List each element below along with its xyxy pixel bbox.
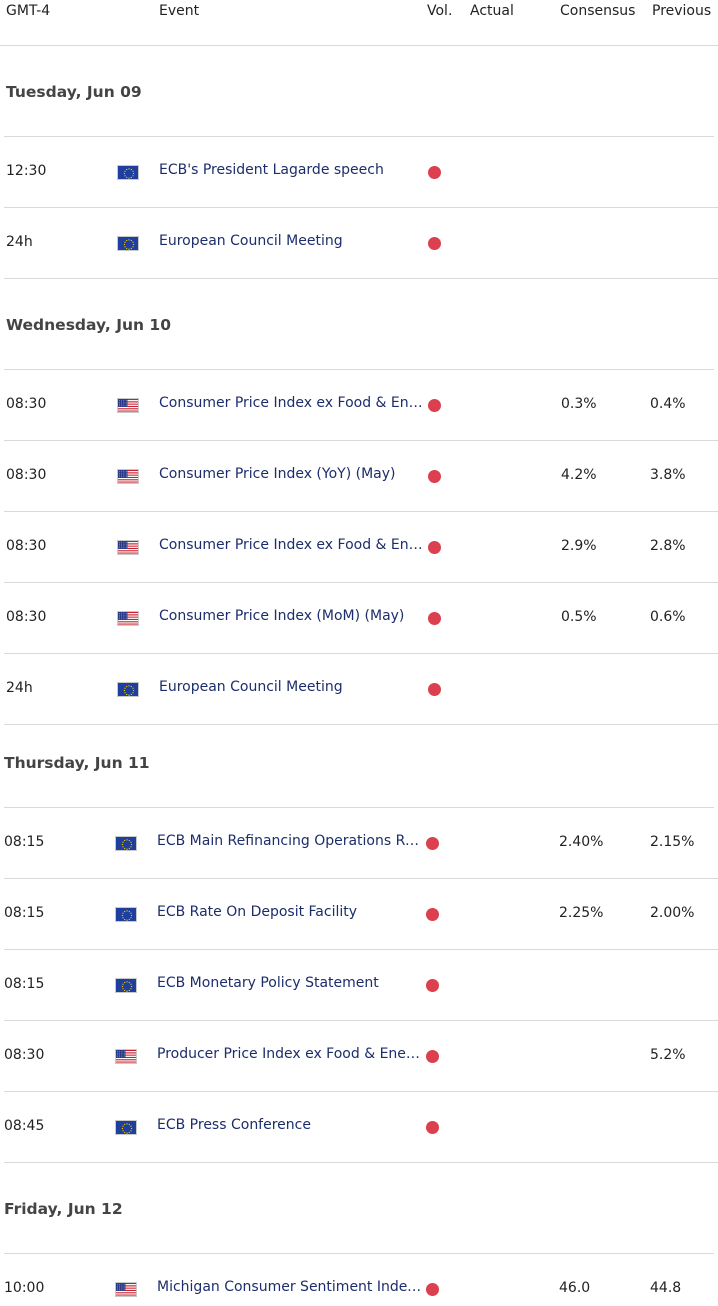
event-row[interactable]: 24h European Council Meeting [4,654,718,725]
volatility-high-icon [428,683,441,696]
event-name-link[interactable]: ECB Press Conference [157,1117,311,1133]
event-time: 08:30 [6,538,47,554]
previous-value: 44.8 [650,1280,682,1296]
volatility-high-icon [426,1050,439,1063]
event-name-link[interactable]: Consumer Price Index (YoY) (May) [159,466,396,482]
day-header: Friday, Jun 12 [4,1163,714,1254]
volatility-high-icon [428,166,441,179]
previous-value: 2.8% [650,538,686,554]
us-flag-icon [117,469,139,484]
previous-value: 0.6% [650,609,686,625]
day-title: Friday, Jun 12 [4,1200,123,1218]
event-name-link[interactable]: ECB Rate On Deposit Facility [157,904,358,920]
volatility-high-icon [428,237,441,250]
event-time: 08:45 [4,1118,45,1134]
consensus-value: 2.25% [559,905,604,921]
day-title: Wednesday, Jun 10 [6,316,171,334]
volatility-high-icon [428,541,441,554]
day-title: Thursday, Jun 11 [4,754,150,772]
consensus-value: 0.3% [561,396,597,412]
event-column-header: Event [159,3,200,19]
eu-flag-icon [117,165,139,180]
day-header: Tuesday, Jun 09 [4,46,714,137]
event-name-link[interactable]: Consumer Price Index (MoM) (May) [159,608,405,624]
event-name-link[interactable]: ECB Monetary Policy Statement [157,975,379,991]
previous-value: 5.2% [650,1047,686,1063]
event-time: 12:30 [6,163,47,179]
volatility-high-icon [426,837,439,850]
volatility-high-icon [426,979,439,992]
consensus-value: 2.40% [559,834,604,850]
event-time: 10:00 [4,1280,45,1296]
volatility-high-icon [426,1283,439,1296]
event-name-link[interactable]: Consumer Price Index ex Food & Ener… [159,395,427,411]
eu-flag-icon [117,682,139,697]
event-name-link[interactable]: Michigan Consumer Sentiment Index… [157,1279,425,1295]
event-time: 24h [6,234,33,250]
event-name-link[interactable]: Producer Price Index ex Food & Energ… [157,1046,425,1062]
previous-value: 2.15% [650,834,695,850]
consensus-column-header: Consensus [560,3,636,19]
day-header: Wednesday, Jun 10 [4,279,714,370]
event-row[interactable]: 10:00 Michigan Consumer Sentiment Index… 4… [4,1254,718,1306]
event-row[interactable]: 08:30 Consumer Price Index ex Food & Ener… [4,512,718,583]
volatility-high-icon [426,908,439,921]
event-row[interactable]: 08:15 ECB Rate On Deposit Facility 2.25% 2.… [4,879,718,950]
event-name-link[interactable]: Consumer Price Index ex Food & Ener… [159,537,427,553]
previous-value: 0.4% [650,396,686,412]
timezone-header[interactable]: GMT-4 [6,3,51,19]
event-name-link[interactable]: ECB Main Refinancing Operations Rate [157,833,425,849]
volatility-high-icon [428,612,441,625]
event-name-link[interactable]: ECB's President Lagarde speech [159,162,384,178]
consensus-value: 46.0 [559,1280,591,1296]
us-flag-icon [115,1282,137,1297]
consensus-value: 2.9% [561,538,597,554]
us-flag-icon [117,611,139,626]
event-row[interactable]: 08:45 ECB Press Conference [4,1092,718,1163]
volatility-high-icon [428,470,441,483]
previous-value: 2.00% [650,905,695,921]
event-row[interactable]: 08:30 Consumer Price Index ex Food & Ener… [4,370,718,441]
event-time: 24h [6,680,33,696]
day-header: Thursday, Jun 11 [4,717,714,808]
event-time: 08:15 [4,834,45,850]
event-time: 08:30 [4,1047,45,1063]
us-flag-icon [117,398,139,413]
event-row[interactable]: 12:30 ECB's President Lagarde speech [4,137,718,208]
event-name-link[interactable]: European Council Meeting [159,679,343,695]
event-time: 08:30 [6,609,47,625]
event-row[interactable]: 08:30 Consumer Price Index (MoM) (May) 0.5… [4,583,718,654]
event-row[interactable]: 08:30 Producer Price Index ex Food & Ener… [4,1021,718,1092]
event-name-link[interactable]: European Council Meeting [159,233,343,249]
previous-column-header: Previous [652,3,712,19]
eu-flag-icon [115,1120,137,1135]
consensus-value: 4.2% [561,467,597,483]
volatility-high-icon [426,1121,439,1134]
event-row[interactable]: 24h European Council Meeting [4,208,718,279]
event-time: 08:30 [6,396,47,412]
event-time: 08:15 [4,905,45,921]
event-row[interactable]: 08:30 Consumer Price Index (YoY) (May) 4.2… [4,441,718,512]
event-row[interactable]: 08:15 ECB Main Refinancing Operations Rat… [4,808,718,879]
eu-flag-icon [117,236,139,251]
vol-column-header: Vol. [427,3,453,19]
event-time: 08:15 [4,976,45,992]
us-flag-icon [115,1049,137,1064]
eu-flag-icon [115,836,137,851]
us-flag-icon [117,540,139,555]
day-title: Tuesday, Jun 09 [6,83,142,101]
previous-value: 3.8% [650,467,686,483]
event-row[interactable]: 08:15 ECB Monetary Policy Statement [4,950,718,1021]
volatility-high-icon [428,399,441,412]
eu-flag-icon [115,907,137,922]
event-time: 08:30 [6,467,47,483]
consensus-value: 0.5% [561,609,597,625]
eu-flag-icon [115,978,137,993]
calendar-header: GMT-4 Event Vol. Actual Consensus Previo… [0,0,718,46]
actual-column-header: Actual [470,3,514,19]
